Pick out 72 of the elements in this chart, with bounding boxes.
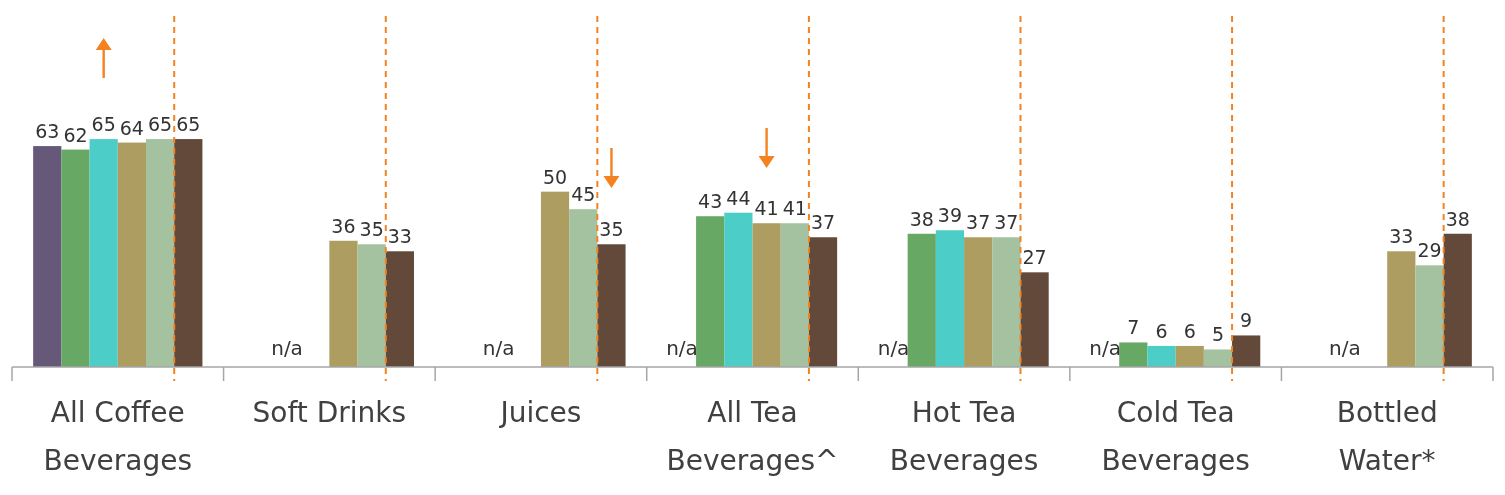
data-label: 35 [359, 218, 384, 241]
text: n/a [666, 336, 698, 360]
bar [1415, 265, 1444, 367]
bar [935, 230, 965, 367]
data-label: 41 [782, 197, 807, 220]
bar [696, 216, 725, 367]
x-tick-label: Soft Drinks [252, 396, 407, 429]
data-label: 27 [1022, 246, 1047, 269]
data-label: 44 [726, 186, 751, 209]
data-label: 45 [571, 183, 596, 206]
x-tick-label: All Coffee Beverages [43, 396, 193, 477]
x-tick-label: All Tea Beverages^ [666, 396, 839, 477]
data-label: 33 [1389, 225, 1414, 248]
text: n/a [482, 336, 515, 360]
data-label: 43 [698, 190, 723, 213]
bar [780, 223, 809, 367]
text: n/a [877, 336, 910, 360]
bar [724, 212, 753, 367]
x-tick-label: Cold Tea Beverages [1101, 396, 1250, 477]
data-label: 5 [1211, 323, 1224, 346]
bar [1203, 349, 1233, 367]
data-label: 63 [35, 120, 60, 143]
data-label: 37 [994, 211, 1019, 234]
bar [357, 244, 386, 367]
data-label: 6 [1155, 319, 1168, 342]
data-label: 29 [1417, 239, 1442, 262]
data-label: 9 [1240, 309, 1253, 332]
bar [33, 146, 62, 367]
data-label: 7 [1127, 316, 1140, 339]
bar [540, 191, 570, 367]
bar [89, 139, 118, 367]
data-label: 39 [937, 204, 963, 227]
data-label: 64 [119, 116, 144, 139]
data-label: 65 [148, 113, 173, 136]
bar [907, 233, 936, 367]
data-label: 38 [909, 207, 934, 230]
data-label: 36 [331, 214, 356, 237]
bar [1119, 342, 1148, 367]
bar [146, 139, 175, 367]
data-label: 6 [1183, 319, 1196, 342]
data-label: 50 [542, 165, 568, 188]
data-label: 33 [387, 225, 412, 248]
data-label: 65 [176, 113, 201, 136]
bar [1147, 345, 1176, 367]
bar [174, 139, 203, 367]
text: n/a [1329, 336, 1361, 360]
data-label: 41 [754, 197, 779, 220]
bar [964, 237, 993, 367]
x-tick-label: Juices [498, 396, 582, 429]
bar [1175, 345, 1204, 367]
bar [1232, 335, 1261, 367]
data-label: 38 [1445, 207, 1470, 230]
bar [569, 209, 598, 367]
bar [1443, 233, 1472, 367]
data-label: 37 [810, 211, 836, 234]
bar [1020, 272, 1049, 367]
x-tick-label: Hot Tea Beverages [889, 396, 1039, 477]
bar [597, 244, 626, 367]
bar [61, 149, 90, 367]
text: n/a [271, 336, 303, 360]
bar [992, 237, 1021, 367]
data-label: 65 [91, 113, 116, 136]
data-label: 62 [63, 123, 88, 146]
bar [752, 223, 781, 367]
bar [117, 142, 146, 367]
data-label: 37 [966, 211, 991, 234]
bar [385, 251, 414, 367]
x-tick-label: Bottled Water* [1336, 396, 1438, 477]
bar [329, 240, 358, 367]
bar [1387, 251, 1416, 367]
bar [808, 237, 838, 367]
data-label: 35 [599, 218, 624, 241]
